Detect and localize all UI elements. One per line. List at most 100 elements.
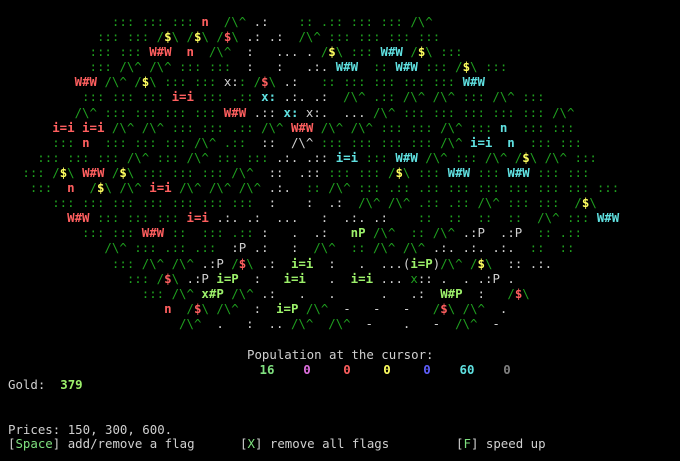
map-cell-group[interactable]: n	[67, 180, 75, 196]
map-cell-group[interactable]: $	[514, 285, 523, 301]
map-cell-group[interactable]: $	[164, 29, 172, 45]
map-cell-group[interactable]: W#W	[223, 104, 247, 120]
help-speed-up[interactable]: [F] speed up	[456, 436, 546, 451]
map-cell-group[interactable]: :: ::: ::: ::: :::	[298, 74, 463, 90]
map-cell-group[interactable]: \ /\^	[104, 180, 150, 196]
map-cell-group[interactable]: /\^	[193, 44, 247, 60]
map-cell-group[interactable]	[328, 150, 335, 165]
map-cell-group[interactable]: :: ::: .::	[164, 225, 262, 241]
map-cell-group[interactable]: : : .:.	[246, 59, 336, 75]
map-cell-group[interactable]: :	[462, 285, 508, 301]
map-cell-group[interactable]: W#W	[141, 225, 165, 241]
map-cell-group[interactable]: W#W	[462, 74, 485, 90]
map-cell-group[interactable]: n	[82, 134, 90, 150]
map-cell-group[interactable]: .:	[261, 255, 277, 271]
map-cell-group[interactable]: W#W	[395, 149, 418, 165]
map-cell-group[interactable]: ::: ::: ::: /\^ ::: /\^ ::: :::	[0, 149, 277, 165]
map-cell-group[interactable]: $	[261, 74, 269, 90]
map-cell-group[interactable]: ::: /\^ /\^ ::: :::	[0, 59, 247, 75]
map-cell-group[interactable]: : . ...(	[313, 255, 411, 271]
map-cell-group[interactable]: /\^ :: /\^	[365, 225, 463, 241]
map-row[interactable]: ::: ::: /$\ /$\ /$\ .: .: /\^ ::: ::: ::…	[0, 29, 680, 44]
map-cell-group[interactable]: i=i	[335, 149, 359, 165]
map-row[interactable]: W#W /\^ /$\ ::: ::: x:: /$\ .: :: ::: ::…	[0, 74, 680, 89]
map-cell-group[interactable]: :: :: :: :: /\^ :::	[387, 210, 597, 226]
map-cell-group[interactable]: .:	[283, 74, 299, 90]
map-cell-group[interactable]: \ :::	[402, 164, 448, 180]
map-cell-group[interactable]: ::: ::: :::	[0, 89, 172, 105]
map-cell-group[interactable]: \	[246, 255, 262, 271]
map-cell-group[interactable]: /\^ /\^ /\^	[171, 180, 269, 196]
map-cell-group[interactable]: /	[171, 300, 194, 316]
map-row[interactable]: ::: /\^ /\^ ::: ::: : : .:. W#W :: W#W :…	[0, 59, 680, 74]
map-cell-group[interactable]: $	[59, 164, 68, 180]
map-cell-group[interactable]: /	[223, 255, 239, 271]
map-row[interactable]: /\^ . : .. /\^ /\^ - . - /\^ -	[0, 316, 680, 331]
map-cell-group[interactable]: ::: /\^ /\^	[0, 255, 202, 271]
map-cell-group[interactable]: /\^ /\^ .:: .:: /\^ ::: ::: /	[343, 195, 582, 211]
map-cell-group[interactable]: ::: ::: /	[320, 164, 396, 180]
map-cell-group[interactable]: ::: .::	[193, 89, 262, 105]
map-cell-group[interactable]: n	[186, 44, 194, 60]
map-cell-group[interactable]: .:. .: ... : .:. .:	[208, 210, 388, 226]
help-remove-all[interactable]: [X] remove all flags	[240, 436, 390, 451]
map-cell-group[interactable]: $	[141, 74, 150, 90]
map-cell-group[interactable]: /	[507, 285, 515, 301]
map-cell-group[interactable]: ::: ::: ::: /\^ .::	[89, 134, 262, 150]
map-cell-group[interactable]: \ /\^	[201, 300, 254, 316]
map-cell-group[interactable]: i=i i=i	[52, 119, 105, 135]
map-cell-group[interactable]: :::	[0, 134, 83, 150]
map-cell-group[interactable]: $	[164, 270, 172, 286]
map-row[interactable]: ::: /$\ W#W /$\ ::: ::: ::: /\^ :: .:: :…	[0, 165, 680, 180]
map-cell-group[interactable]: x	[410, 270, 418, 286]
map-cell-group[interactable]: /\^ /\^ ::: ::: /\^ :::	[313, 119, 500, 135]
map-cell-group[interactable]: ::: :::	[0, 44, 150, 60]
map-cell-group[interactable]: :::	[0, 180, 68, 196]
map-cell-group[interactable]: : . .:	[261, 225, 336, 241]
map-cell-group[interactable]: /\^ .:: /\^ /\^ ::: /\^ :::	[328, 89, 545, 105]
map-cell-group[interactable]: /\^ ::: ::: ::: :::	[0, 104, 224, 120]
map-cell-group[interactable]: .:P	[186, 270, 217, 286]
map-row[interactable]: ::: /\^ /\^ .:P /$\ .: i=i : . ...(i=P)/…	[0, 256, 680, 271]
map-row[interactable]: ::: ::: ::: /\^ ::: /\^ ::: ::: .:. .:: …	[0, 150, 680, 165]
map-cell-group[interactable]: :: /\^	[261, 134, 314, 150]
map-cell-group[interactable]: ::: :::	[507, 119, 575, 135]
map-cell-group[interactable]: :: .:.	[507, 255, 553, 271]
map-cell-group[interactable]: /	[104, 164, 120, 180]
map-cell-group[interactable]: /	[320, 44, 329, 60]
map-cell-group[interactable]: :: .::	[261, 164, 321, 180]
map-cell-group[interactable]: ::: :::	[529, 164, 590, 180]
map-cell-group[interactable]: ::: ::: :::	[0, 14, 202, 29]
map-cell-group[interactable]: nP	[350, 225, 366, 241]
map-cell-group[interactable]: $	[193, 29, 202, 45]
map-cell-group[interactable]: ::: ::: ::: ::: /\^	[313, 134, 470, 150]
map-cell-group[interactable]: W#W	[149, 44, 172, 60]
map-cell-group[interactable]: i=P	[276, 300, 299, 316]
map-cell-group[interactable]: \ :::	[470, 59, 508, 75]
map-cell-group[interactable]: :	[253, 300, 277, 316]
map-cell-group[interactable]: W#W	[67, 210, 90, 226]
map-cell-group[interactable]: \	[67, 164, 83, 180]
map-cell-group[interactable]: n	[164, 300, 172, 316]
map-row[interactable]: i=i i=i /\^ /\^ ::: ::: .:: /\^ W#W /\^ …	[0, 120, 680, 135]
map-row[interactable]: ::: ::: ::: i=i ::: .:: x: .:. .: /\^ .:…	[0, 89, 680, 104]
map-cell-group[interactable]: \	[171, 270, 187, 286]
map-cell-group[interactable]: W#W	[82, 164, 105, 180]
map-cell-group[interactable]: - - -	[343, 300, 433, 316]
map-cell-group[interactable]: ::: :::	[514, 134, 582, 150]
map-cell-group[interactable]	[336, 225, 351, 240]
map-cell-group[interactable]: /\^ /\^	[283, 315, 366, 331]
map-cell-group[interactable]	[0, 120, 52, 135]
map-cell-group[interactable]: ::: /	[0, 270, 165, 286]
map-cell-group[interactable]: :P .: :	[231, 240, 299, 256]
map-row[interactable]: ::: /\^ x#P /\^ .: . . . .: W#P : /$\	[0, 286, 680, 301]
map-cell-group[interactable]: \ ::: :::	[149, 74, 224, 90]
map-cell-group[interactable]: \	[231, 29, 247, 45]
map-cell-group[interactable]: W#P	[440, 285, 463, 301]
map-cell-group[interactable]: /\^	[223, 285, 262, 301]
map-cell-group[interactable]: :::	[470, 164, 508, 180]
map-cell-group[interactable]: ::: /	[0, 164, 60, 180]
map-cell-group[interactable]: .	[499, 300, 508, 316]
map-cell-group[interactable]: /\^ ::: ::: ::: :::	[283, 29, 441, 45]
map-cell-group[interactable]: W#W	[380, 44, 403, 60]
